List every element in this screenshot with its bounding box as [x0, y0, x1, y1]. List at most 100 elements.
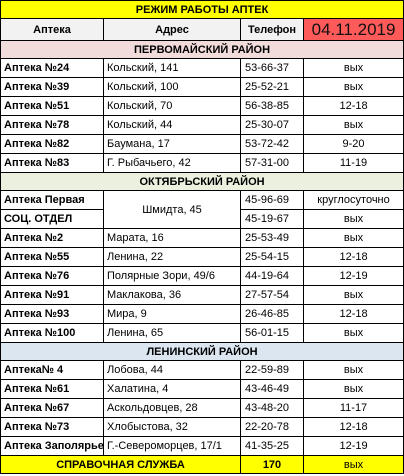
address: Аскольдовцев, 28: [103, 398, 241, 418]
district-row: ПЕРВОМАЙСКИЙ РАЙОН: [0, 40, 404, 59]
hours: 12-18: [302, 96, 404, 116]
phone: 41-35-25: [240, 436, 304, 456]
phone: 26-46-85: [240, 304, 304, 324]
address: Г. Рыбачьего, 42: [103, 153, 241, 173]
phone: 57-31-00: [240, 153, 304, 173]
hours: круглосуточно: [302, 190, 404, 210]
hours: 12-18: [302, 247, 404, 267]
phone: 25-52-21: [240, 77, 304, 97]
phone: 45-96-69: [240, 190, 304, 210]
pharmacy-name: Аптека №55: [0, 247, 104, 267]
address: Кольский, 100: [103, 77, 241, 97]
phone: 56-01-15: [240, 323, 304, 343]
pharmacy-row: Аптека №93 Мира, 9 26-46-85 12-18: [0, 304, 404, 324]
hours: вых: [302, 209, 404, 229]
footer-row: СПРАВОЧНАЯ СЛУЖБА 170 вых: [0, 455, 404, 474]
phone: 25-30-07: [240, 115, 304, 135]
pharmacy-row: Аптека №61 Халатина, 4 43-46-49 вых: [0, 379, 404, 399]
pharmacy-name: Аптека Заполярье: [0, 436, 104, 456]
pharmacy-name: Аптека №39: [0, 77, 104, 97]
district-name: ОКТЯБРЬСКИЙ РАЙОН: [0, 172, 404, 191]
phone: 25-54-15: [240, 247, 304, 267]
pharmacy-name: Аптека №82: [0, 134, 104, 154]
district-name: ПЕРВОМАЙСКИЙ РАЙОН: [0, 40, 404, 59]
address: Лобова, 44: [103, 360, 241, 380]
pharmacy-row: Аптека №76 Полярные Зори, 49/6 44-19-64 12-…: [0, 266, 404, 286]
phone: 53-72-42: [240, 134, 304, 154]
pharmacy-row: Аптека№ 4 Лобова, 44 22-59-89 вых: [0, 360, 404, 380]
pharmacy-name: Аптека №76: [0, 266, 104, 286]
address: Баумана, 17: [103, 134, 241, 154]
pharmacy-row: Аптека №2 Марата, 16 25-53-49 вых: [0, 228, 404, 248]
pharmacy-name: Аптека №78: [0, 115, 104, 135]
address: Кольский, 141: [103, 58, 241, 78]
address: Ленина, 65: [103, 323, 241, 343]
pharmacy-name: Аптека №91: [0, 285, 104, 305]
header-row: Аптека Адрес Телефон 04.11.2019: [0, 18, 404, 41]
title: РЕЖИМ РАБОТЫ АПТЕК: [0, 0, 404, 19]
pharmacy-name: Аптека Первая: [0, 190, 104, 210]
phone: 53-66-37: [240, 58, 304, 78]
header-pharmacy: Аптека: [0, 18, 104, 41]
hours: вых: [302, 285, 404, 305]
hours: 11-19: [302, 153, 404, 173]
pharmacy-row: Аптека №73 Хлобыстова, 32 22-20-78 12-18: [0, 417, 404, 437]
hours: вых: [302, 228, 404, 248]
phone: 25-53-49: [240, 228, 304, 248]
address: Ленина, 22: [103, 247, 241, 267]
phone: 22-59-89: [240, 360, 304, 380]
address: Г.-Североморцев, 17/1: [103, 436, 241, 456]
phone: 22-20-78: [240, 417, 304, 437]
pharmacy-name: Аптека №2: [0, 228, 104, 248]
hours: 12-19: [302, 266, 404, 286]
pharmacy-row: Аптека №51 Кольский, 70 56-38-85 12-18: [0, 96, 404, 116]
district-row: ОКТЯБРЬСКИЙ РАЙОН: [0, 172, 404, 191]
title-row: РЕЖИМ РАБОТЫ АПТЕК: [0, 0, 404, 19]
footer-hours: вых: [302, 455, 404, 474]
pharmacy-row: Аптека №55 Ленина, 22 25-54-15 12-18: [0, 247, 404, 267]
address: Халатина, 4: [103, 379, 241, 399]
hours: вых: [302, 360, 404, 380]
pharmacy-name: Аптека №100: [0, 323, 104, 343]
district-row: ЛЕНИНСКИЙ РАЙОН: [0, 342, 404, 361]
hours: вых: [302, 77, 404, 97]
address: Полярные Зори, 49/6: [103, 266, 241, 286]
pharmacy-name: Аптека №83: [0, 153, 104, 173]
pharmacy-row: Аптека №39 Кольский, 100 25-52-21 вых: [0, 77, 404, 97]
phone: 27-57-54: [240, 285, 304, 305]
address: Марата, 16: [103, 228, 241, 248]
header-phone: Телефон: [240, 18, 304, 41]
pharmacy-row: Аптека №100 Ленина, 65 56-01-15 вых: [0, 323, 404, 343]
pharmacy-name: Аптека№ 4: [0, 360, 104, 380]
address: Хлобыстова, 32: [103, 417, 241, 437]
pharmacy-name: Аптека №24: [0, 58, 104, 78]
phone: 43-46-49: [240, 379, 304, 399]
hours: вых: [302, 379, 404, 399]
header-address: Адрес: [103, 18, 241, 41]
pharmacy-row: Аптека Первая Шмидта, 45 45-96-69 круглосут…: [0, 190, 404, 229]
hours: вых: [302, 58, 404, 78]
hours: 12-19: [302, 436, 404, 456]
address: Мира, 9: [103, 304, 241, 324]
pharmacy-row: Аптека №24 Кольский, 141 53-66-37 вых: [0, 58, 404, 78]
pharmacy-name: Аптека №51: [0, 96, 104, 116]
hours: 9-20: [302, 134, 404, 154]
pharmacy-name: Аптека №61: [0, 379, 104, 399]
phone: 44-19-64: [240, 266, 304, 286]
pharmacy-name: Аптека №67: [0, 398, 104, 418]
footer-phone: 170: [240, 455, 304, 474]
hours: вых: [302, 323, 404, 343]
hours: 12-18: [302, 417, 404, 437]
phone: 45-19-67: [240, 209, 304, 229]
pharmacy-row: Аптека №78 Кольский, 44 25-30-07 вых: [0, 115, 404, 135]
phone: 56-38-85: [240, 96, 304, 116]
pharmacy-name: Аптека №73: [0, 417, 104, 437]
pharmacy-row: Аптека №91 Маклакова, 36 27-57-54 вых: [0, 285, 404, 305]
phone: 43-48-20: [240, 398, 304, 418]
pharmacy-name: СОЦ. ОТДЕЛ: [0, 209, 104, 229]
pharmacy-row: Аптека Заполярье Г.-Североморцев, 17/1 41-…: [0, 436, 404, 456]
hours: 12-18: [302, 304, 404, 324]
address: Кольский, 70: [103, 96, 241, 116]
hours: 11-17: [302, 398, 404, 418]
